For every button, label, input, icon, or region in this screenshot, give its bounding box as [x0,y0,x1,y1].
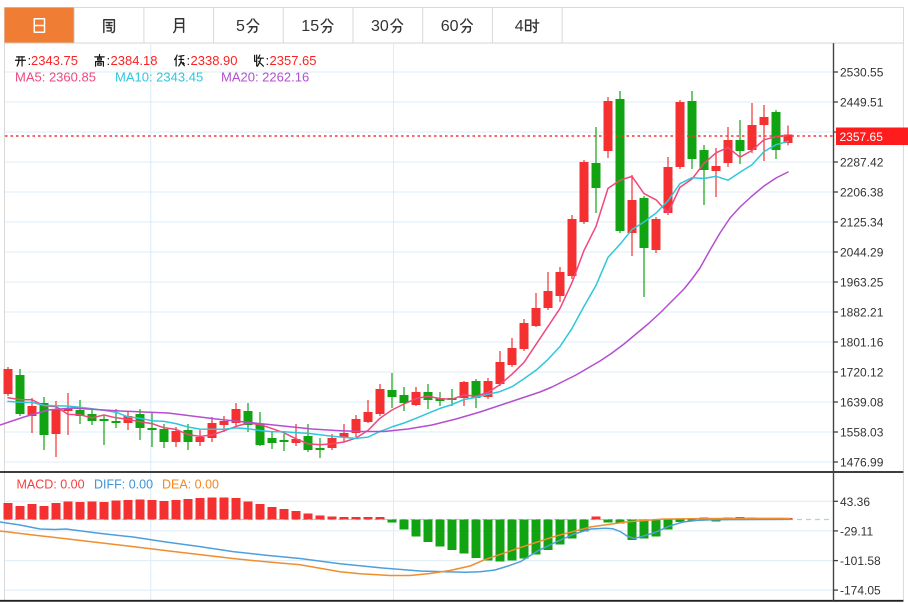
svg-text:2287.42: 2287.42 [840,156,884,170]
svg-text:DIFF: 0.00: DIFF: 0.00 [94,478,153,492]
svg-text:MACD: 0.00: MACD: 0.00 [17,478,85,492]
svg-text:1963.25: 1963.25 [840,276,884,290]
svg-text:2449.51: 2449.51 [840,96,884,110]
svg-text:2384.18: 2384.18 [111,53,158,68]
svg-text:2044.29: 2044.29 [840,246,884,260]
svg-text:-101.58: -101.58 [840,554,881,568]
svg-text:MA20: 2262.16: MA20: 2262.16 [221,70,309,85]
svg-text:MA5: 2360.85: MA5: 2360.85 [15,70,96,85]
svg-text:MA10: 2343.45: MA10: 2343.45 [115,70,203,85]
svg-text::: : [107,53,111,68]
svg-text::: : [266,53,270,68]
svg-text:2206.38: 2206.38 [840,186,884,200]
svg-text:2125.34: 2125.34 [840,216,884,230]
svg-text:1476.99: 1476.99 [840,456,884,470]
svg-text:1639.08: 1639.08 [840,396,884,410]
svg-text:-174.05: -174.05 [840,584,881,598]
svg-text:-29.11: -29.11 [840,524,873,538]
svg-text:15: 15 [301,18,319,35]
svg-text:1720.12: 1720.12 [840,366,884,380]
svg-text:4: 4 [515,18,524,35]
svg-text:5: 5 [236,18,245,35]
svg-text:DEA: 0.00: DEA: 0.00 [162,478,219,492]
svg-text:43.36: 43.36 [840,495,870,509]
svg-text:2343.75: 2343.75 [31,53,78,68]
svg-text:2357.65: 2357.65 [270,53,317,68]
svg-text:60: 60 [441,18,459,35]
svg-text:2357.65: 2357.65 [840,130,884,144]
svg-text:2338.90: 2338.90 [191,53,238,68]
svg-text:30: 30 [371,18,389,35]
svg-text:1801.16: 1801.16 [840,336,884,350]
svg-text:1558.03: 1558.03 [840,426,884,440]
svg-text::: : [187,53,191,68]
svg-text:1882.21: 1882.21 [840,306,884,320]
svg-text::: : [28,53,32,68]
svg-text:2530.55: 2530.55 [840,66,884,80]
